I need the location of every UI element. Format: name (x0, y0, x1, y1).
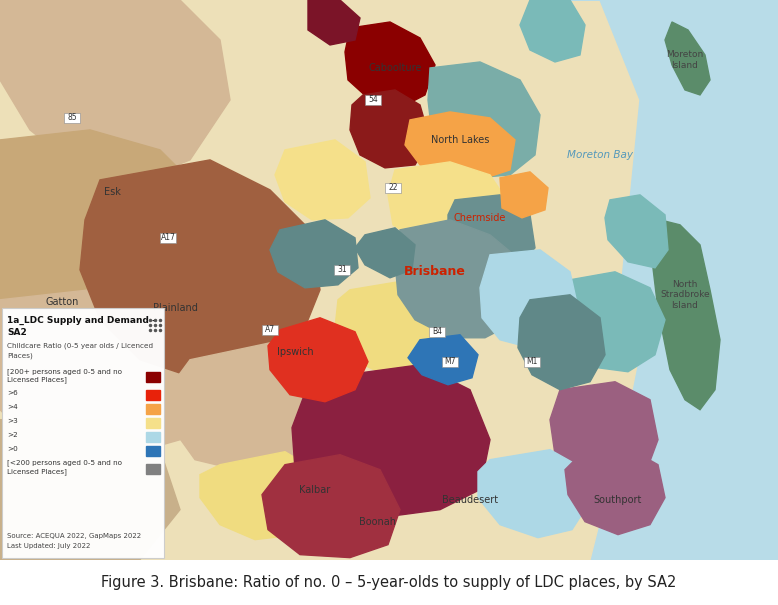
Text: B4: B4 (432, 327, 442, 336)
Text: Ipswich: Ipswich (277, 347, 314, 357)
Text: 54: 54 (368, 96, 378, 105)
Polygon shape (480, 250, 578, 348)
Bar (262, 325, 278, 335)
Text: Esk: Esk (103, 187, 121, 197)
Text: Source: ACEQUA 2022, GapMaps 2022: Source: ACEQUA 2022, GapMaps 2022 (7, 532, 141, 538)
Polygon shape (335, 280, 445, 374)
Text: Last Updated: July 2022: Last Updated: July 2022 (7, 543, 90, 549)
Polygon shape (405, 112, 515, 180)
Polygon shape (80, 160, 320, 380)
Polygon shape (520, 0, 585, 62)
Text: >3: >3 (7, 417, 18, 424)
Bar (334, 265, 350, 275)
Polygon shape (292, 365, 490, 518)
Text: Childcare Ratio (0-5 year olds / Licenced: Childcare Ratio (0-5 year olds / Licence… (7, 343, 153, 349)
Text: Figure 3. Brisbane: Ratio of no. 0 – 5-year-olds to supply of LDC places, by SA2: Figure 3. Brisbane: Ratio of no. 0 – 5-y… (101, 575, 677, 590)
Bar (146, 432, 160, 442)
Text: M7: M7 (444, 358, 456, 366)
Polygon shape (562, 272, 665, 371)
Polygon shape (350, 90, 430, 168)
Text: Chermside: Chermside (454, 213, 506, 223)
Polygon shape (0, 130, 210, 330)
Text: Moreton Bay: Moreton Bay (567, 150, 633, 160)
Polygon shape (448, 195, 535, 272)
Polygon shape (345, 22, 435, 108)
Polygon shape (270, 220, 358, 288)
Polygon shape (395, 220, 525, 338)
Polygon shape (0, 420, 180, 560)
Bar (64, 113, 80, 123)
Text: A7: A7 (265, 325, 275, 335)
Polygon shape (550, 382, 658, 488)
Text: >4: >4 (7, 404, 18, 410)
Text: 85: 85 (67, 113, 77, 122)
Text: >2: >2 (7, 432, 18, 437)
Text: >6: >6 (7, 390, 18, 396)
Text: 22: 22 (388, 183, 398, 192)
Polygon shape (308, 0, 360, 45)
Text: Kalbar: Kalbar (300, 485, 331, 495)
Bar (146, 446, 160, 456)
Text: M1: M1 (526, 358, 538, 366)
Polygon shape (408, 335, 478, 385)
Text: Gatton: Gatton (45, 297, 79, 307)
Polygon shape (605, 195, 668, 268)
Text: >0: >0 (7, 446, 18, 452)
Bar (442, 357, 458, 367)
Polygon shape (665, 22, 710, 95)
Text: Southport: Southport (594, 495, 642, 505)
Polygon shape (262, 455, 400, 558)
Text: Caboolture: Caboolture (368, 63, 422, 73)
Text: SA2: SA2 (7, 328, 26, 337)
Polygon shape (428, 62, 540, 178)
Polygon shape (530, 0, 760, 430)
Polygon shape (0, 0, 660, 560)
Bar (146, 371, 160, 382)
Bar (385, 183, 401, 193)
Bar (146, 404, 160, 414)
Text: Places): Places) (7, 353, 33, 359)
Polygon shape (652, 220, 720, 410)
Bar (429, 327, 445, 337)
Polygon shape (478, 450, 588, 538)
Text: Moreton
Island: Moreton Island (667, 50, 703, 70)
Text: North
Stradbroke
Island: North Stradbroke Island (661, 280, 710, 310)
Text: 31: 31 (337, 266, 347, 274)
Polygon shape (0, 0, 230, 180)
FancyBboxPatch shape (2, 308, 164, 558)
Text: North Lakes: North Lakes (431, 135, 489, 145)
Bar (160, 233, 176, 243)
Bar (146, 390, 160, 400)
Bar (524, 357, 540, 367)
Text: Beaudesert: Beaudesert (442, 495, 498, 505)
Text: [200+ persons aged 0-5 and no: [200+ persons aged 0-5 and no (7, 368, 122, 374)
Bar (146, 463, 160, 474)
Text: [<200 persons aged 0-5 and no: [<200 persons aged 0-5 and no (7, 460, 122, 466)
Polygon shape (518, 295, 605, 390)
Bar (146, 417, 160, 428)
Text: Plainland: Plainland (152, 302, 198, 313)
Polygon shape (268, 318, 368, 402)
Polygon shape (388, 162, 510, 248)
Polygon shape (275, 140, 370, 220)
Text: Licensed Places]: Licensed Places] (7, 469, 67, 476)
Text: A17: A17 (160, 234, 175, 243)
Text: Brisbane: Brisbane (404, 266, 466, 278)
Text: Licensed Places]: Licensed Places] (7, 377, 67, 384)
Polygon shape (355, 228, 415, 278)
Text: 1a_LDC Supply and Demand -: 1a_LDC Supply and Demand - (7, 316, 156, 325)
Polygon shape (500, 172, 548, 218)
Bar (365, 95, 381, 105)
Polygon shape (168, 342, 315, 472)
Polygon shape (0, 290, 200, 460)
Polygon shape (200, 452, 318, 540)
Polygon shape (565, 448, 665, 535)
Text: Boonah: Boonah (359, 517, 397, 526)
